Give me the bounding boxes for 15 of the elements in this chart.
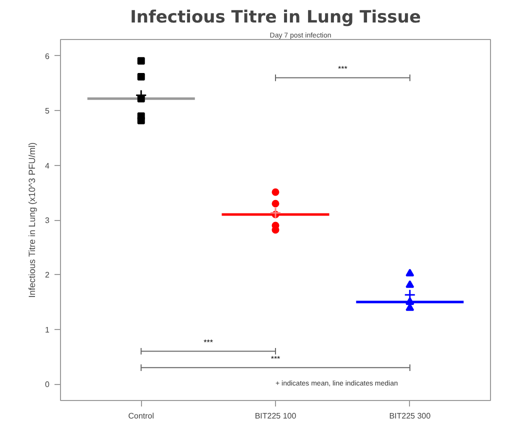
annotation: *** xyxy=(270,354,280,364)
y-tick-label: 4 xyxy=(45,161,50,170)
annotation: *** xyxy=(338,64,348,74)
y-tick-label: 5 xyxy=(45,106,50,116)
y-tick-label: 3 xyxy=(45,216,50,225)
y-tick-label: 0 xyxy=(45,380,50,390)
x-tick-label: Control xyxy=(128,412,154,420)
chart-title: Infectious Titre in Lung Tissue xyxy=(130,8,421,28)
annotation: *** xyxy=(204,338,213,347)
y-axis-title: Infectious Titre in Lung (x10^3 PFU/ml) xyxy=(27,142,38,298)
x-tick-label: BIT225 300 xyxy=(389,412,432,420)
y-tick-label: 2 xyxy=(45,270,50,280)
x-tick-label: BIT225 100 xyxy=(254,412,297,420)
y-tick-label: 1 xyxy=(45,325,50,334)
y-tick-label: 6 xyxy=(45,52,50,61)
